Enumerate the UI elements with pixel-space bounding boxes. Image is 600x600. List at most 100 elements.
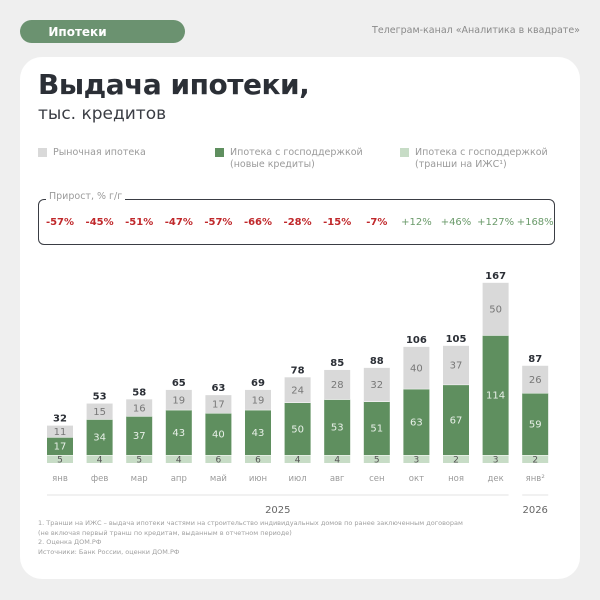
growth-value: -45% [85,217,114,228]
bar-segment-izhs-label: 2 [453,456,459,466]
footnote-1: 1. Транши на ИЖС – выдача ипотеки частям… [38,519,463,527]
bar-segment-market-label: 28 [331,380,344,391]
bar-segment-izhs [284,455,311,463]
bar-segment-market [284,377,311,403]
bar-segment-state-new [284,402,311,455]
chart-title: Выдача ипотеки, [38,68,310,101]
channel-name: Телеграм-канал «Аналитика в квадрате» [372,25,580,36]
bar-segment-state-new-label: 43 [252,428,265,439]
bar-segment-izhs [443,455,469,463]
bar-segment-state-new-label: 59 [529,420,542,431]
bar-segment-market-label: 40 [410,363,423,374]
bar-segment-market-label: 16 [133,403,146,414]
bar-segment-izhs [86,455,113,463]
bar-segment-market [522,365,549,394]
bar-segment-state-new [86,419,113,455]
growth-value: -66% [243,217,273,228]
bar-segment-izhs [482,455,509,463]
legend-swatch-state-izhs [400,148,409,157]
bar-total-label: 63 [211,383,225,394]
month-label: сен [369,474,384,484]
bar-total-label: 87 [528,354,542,365]
bar-segment-market-label: 19 [252,395,265,406]
bar-segment-market-label: 32 [370,380,383,391]
bar-segment-state-new-label: 34 [93,433,106,444]
bar-segment-state-new [126,416,153,455]
bar-segment-izhs-label: 4 [176,456,182,466]
bar-segment-state-new-label: 43 [172,428,185,439]
legend-label-2: (новые кредиты) [230,159,315,170]
month-label: ноя [448,474,464,484]
bar-total-label: 69 [251,378,265,389]
bar-segment-izhs-label: 6 [255,456,261,466]
bar-segment-market-label: 50 [489,305,502,316]
growth-value: -57% [45,217,75,228]
month-label: авг [330,474,345,484]
bar-segment-market-label: 19 [172,395,185,406]
bar-segment-state-new [47,437,73,455]
legend-state-izhs: Ипотека с господдержкой (транши на ИЖС¹) [400,147,548,171]
bar-segment-izhs-label: 4 [334,456,340,466]
bar-segment-izhs [403,455,430,463]
growth-box [38,199,555,245]
bar-segment-izhs [126,455,153,463]
month-label: июн [249,474,267,484]
month-label: май [210,474,227,484]
bar-segment-state-new-label: 51 [370,424,383,435]
month-label: окт [409,474,424,484]
month-label: янв [52,474,68,484]
growth-value: -15% [323,217,352,228]
bar-segment-izhs-label: 4 [97,456,103,466]
bar-total-label: 65 [172,378,186,389]
legend-swatch-state-new [215,148,224,157]
bar-segment-market [482,282,509,336]
bar-segment-izhs [324,455,351,463]
growth-value: -28% [283,217,312,228]
bar-segment-state-new-label: 40 [212,430,225,441]
footnotes: 1. Транши на ИЖС – выдача ипотеки частям… [38,519,463,557]
bar-segment-izhs [165,455,192,463]
bar-segment-state-new-label: 50 [291,424,304,435]
bar-total-label: 88 [370,356,384,367]
bar-segment-market-label: 24 [291,385,304,396]
legend-market: Рыночная ипотека [38,147,146,159]
bar-segment-market-label: 37 [450,361,463,372]
month-label: фев [91,474,109,484]
bar-segment-state-new [363,401,390,455]
month-label: мар [131,474,148,484]
bar-total-label: 85 [330,358,344,369]
bar-total-label: 32 [53,414,67,425]
legend-label: Ипотека с господдержкой [415,147,548,158]
chart-subtitle: тыс. кредитов [38,104,167,124]
bar-total-label: 105 [446,334,467,345]
growth-value: +12% [401,217,432,228]
legend-swatch-market [38,148,47,157]
growth-value: +46% [440,217,472,228]
bar-segment-market [47,425,73,438]
growth-value: +127% [477,217,515,228]
bar-segment-izhs-label: 2 [532,456,538,466]
bar-segment-state-new-label: 63 [410,417,423,428]
legend-state-new: Ипотека с господдержкой (новые кредиты) [215,147,363,171]
month-label: янв² [526,474,545,484]
growth-value: -57% [204,217,233,228]
bar-segment-izhs [47,455,73,463]
bar-segment-market-label: 26 [529,375,542,386]
growth-value: -47% [164,217,193,228]
bar-segment-market [324,369,351,400]
bar-total-label: 53 [93,392,107,403]
footnote-1-cont: (не включая первый транш по кредитам, вы… [38,528,292,537]
year-label: 2026 [522,505,547,516]
growth-label: Прирост, % г/г [46,191,126,202]
bar-total-label: 167 [485,271,506,282]
bar-segment-state-new [482,335,509,455]
bar-segment-market-label: 11 [54,427,67,438]
bar-segment-izhs-label: 6 [216,456,222,466]
bar-segment-market [165,389,192,410]
footnote-2: 2. Оценка ДОМ.РФ [38,538,102,547]
bar-segment-market-label: 17 [212,400,225,411]
legend-label: Ипотека с господдержкой [230,147,363,158]
bar-segment-izhs-label: 3 [493,456,499,466]
bar-segment-market [403,346,430,389]
